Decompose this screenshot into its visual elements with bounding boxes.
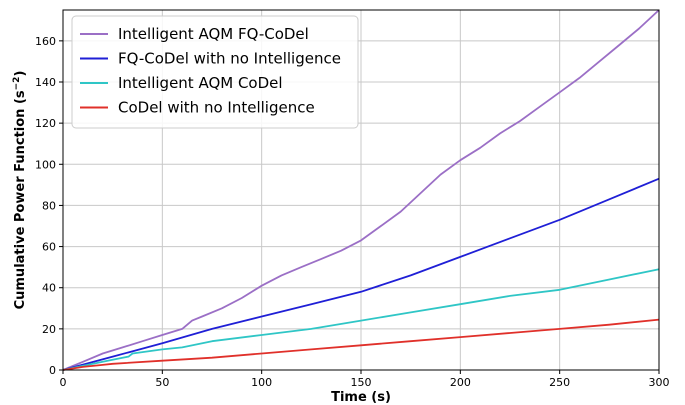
axis-ticks: 0 50 100 150 200 250 300 0 20 40 60 80 100 120 140 160 xyxy=(35,35,670,389)
y-tick-label: 0 xyxy=(49,364,56,377)
legend: Intelligent AQM FQ-CoDel FQ-CoDel with no… xyxy=(71,15,359,129)
series-line-codel-with-no-intelligence xyxy=(62,318,660,371)
legend-box xyxy=(71,15,359,129)
y-tick-label: 40 xyxy=(42,282,56,295)
legend-label: CoDel with no Intelligence xyxy=(118,99,315,117)
x-tick-label: 150 xyxy=(351,376,372,389)
y-axis-label-exponent: −2 xyxy=(12,77,22,91)
x-axis-label: Time (s) xyxy=(331,390,391,405)
y-tick-label: 160 xyxy=(35,35,56,48)
series-line-intelligent-aqm-codel xyxy=(62,268,660,371)
y-tick-label: 120 xyxy=(35,117,56,130)
grid xyxy=(62,10,660,371)
y-axis-label-main: Cumulative Power Function (s xyxy=(13,90,28,309)
x-tick-label: 0 xyxy=(60,376,67,389)
legend-label: FQ-CoDel with no Intelligence xyxy=(118,50,341,68)
y-tick-label: 100 xyxy=(35,158,56,171)
y-tick-label: 140 xyxy=(35,76,56,89)
x-tick-label: 200 xyxy=(450,376,471,389)
y-tick-label: 20 xyxy=(42,323,56,336)
x-tick-label: 250 xyxy=(549,376,570,389)
legend-label: Intelligent AQM FQ-CoDel xyxy=(118,25,309,43)
y-tick-label: 60 xyxy=(42,241,56,254)
x-tick-label: 300 xyxy=(649,376,670,389)
x-tick-label: 50 xyxy=(155,376,169,389)
x-tick-label: 100 xyxy=(251,376,272,389)
y-axis-label-close: ) xyxy=(13,71,28,77)
series-line-intelligent-aqm-fq-codel xyxy=(62,9,660,371)
series-line-fq-codel-with-no-intelligence xyxy=(62,177,660,371)
legend-label: Intelligent AQM CoDel xyxy=(118,74,283,92)
y-tick-label: 80 xyxy=(42,199,56,212)
series-lines xyxy=(62,9,660,371)
y-axis-label: Cumulative Power Function (s−2) xyxy=(12,71,28,310)
